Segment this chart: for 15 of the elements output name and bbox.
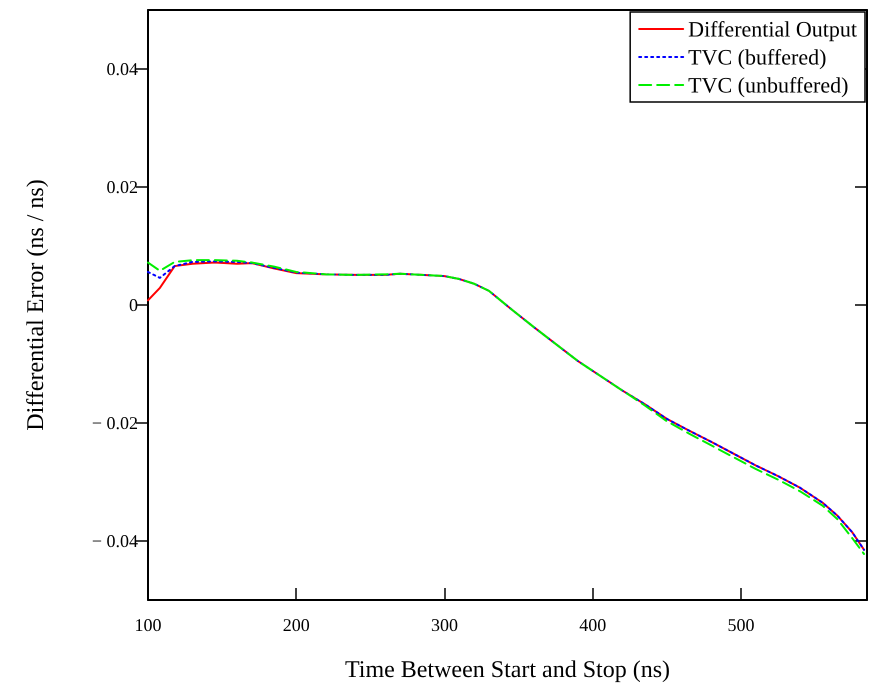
y-tick-label: 0.04 [106, 59, 138, 79]
x-tick-label: 500 [727, 615, 754, 635]
x-tick-label: 100 [134, 615, 162, 635]
legend-label: Differential Output [688, 16, 858, 42]
x-tick-label: 300 [430, 615, 458, 635]
x-tick-label: 200 [282, 615, 310, 635]
y-axis-title: Differential Error (ns / ns) [23, 179, 49, 431]
y-tick-label: 0 [129, 295, 138, 315]
legend-label: TVC (buffered) [688, 44, 826, 70]
y-tick-label: − 0.04 [92, 531, 138, 551]
legend-label: TVC (unbuffered) [688, 72, 848, 98]
y-tick-label: 0.02 [106, 177, 138, 197]
x-axis-title: Time Between Start and Stop (ns) [344, 657, 670, 683]
x-tick-label: 400 [579, 615, 606, 635]
y-tick-label: − 0.02 [92, 413, 138, 433]
